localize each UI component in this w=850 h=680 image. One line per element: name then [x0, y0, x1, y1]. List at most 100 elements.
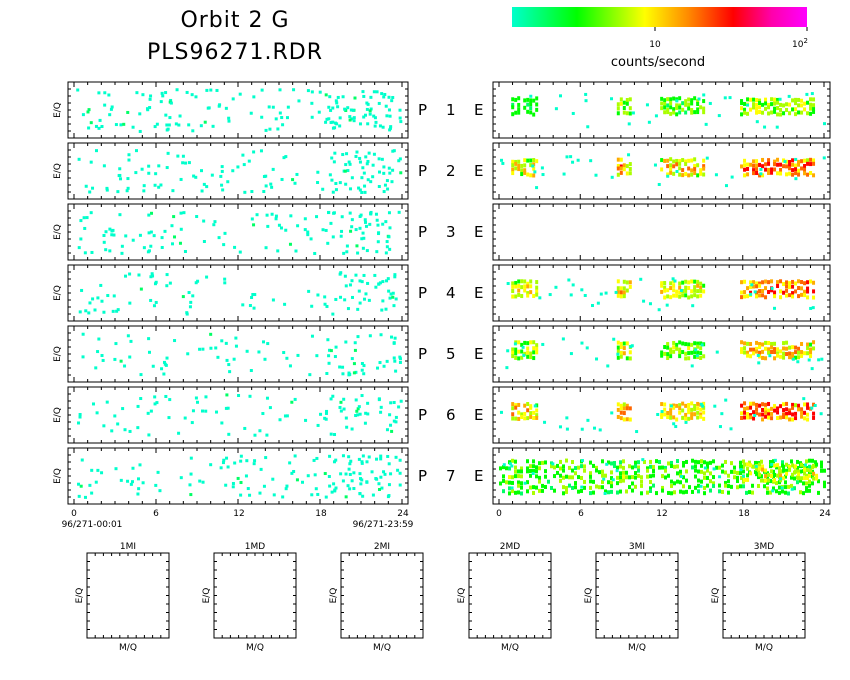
right-count-pixel	[758, 345, 762, 350]
right-count-pixel	[622, 470, 625, 475]
left-count-pixel	[368, 112, 372, 116]
left-count-pixel	[364, 292, 368, 296]
right-count-pixel	[565, 155, 569, 159]
right-count-pixel	[661, 474, 664, 479]
left-count-pixel	[383, 472, 387, 476]
right-count-pixel	[517, 292, 521, 297]
left-count-pixel	[366, 178, 370, 182]
left-count-pixel	[332, 482, 336, 486]
right-count-pixel	[815, 476, 819, 481]
right-count-pixel	[766, 474, 769, 479]
left-count-pixel	[190, 93, 194, 97]
right-count-pixel	[649, 479, 652, 484]
right-count-pixel	[718, 483, 721, 488]
left-count-pixel	[358, 160, 362, 164]
left-count-pixel	[239, 459, 243, 463]
left-count-pixel	[394, 415, 398, 419]
right-count-pixel	[779, 112, 783, 117]
left-count-pixel	[100, 354, 104, 358]
right-count-pixel	[568, 475, 571, 480]
left-count-pixel	[116, 308, 120, 312]
left-count-pixel	[259, 149, 263, 153]
right-count-pixel	[674, 425, 678, 429]
right-count-pixel	[669, 347, 673, 352]
right-count-pixel	[660, 101, 664, 106]
right-count-pixel	[803, 293, 807, 298]
right-count-pixel	[757, 468, 760, 473]
right-count-pixel	[679, 489, 682, 494]
right-count-pixel	[532, 459, 535, 464]
right-count-pixel	[805, 473, 808, 478]
left-count-pixel	[348, 115, 352, 119]
panel-e-label: E	[474, 345, 483, 363]
right-count-pixel	[755, 284, 759, 289]
left-count-pixel	[344, 182, 348, 186]
left-count-pixel	[396, 468, 400, 472]
right-count-pixel	[628, 280, 632, 285]
left-count-pixel	[192, 174, 196, 178]
right-count-pixel	[770, 167, 774, 172]
left-count-pixel	[155, 122, 159, 126]
left-count-pixel	[349, 108, 353, 112]
right-count-pixel	[809, 353, 813, 358]
left-count-pixel	[394, 369, 398, 373]
left-count-pixel	[96, 350, 100, 354]
right-count-pixel	[743, 290, 747, 295]
left-count-pixel	[389, 401, 393, 405]
right-count-pixel	[775, 489, 778, 494]
right-count-pixel	[603, 491, 607, 495]
left-count-pixel	[209, 346, 213, 350]
right-count-pixel	[517, 490, 520, 495]
left-count-pixel	[253, 459, 257, 463]
left-count-pixel	[213, 220, 217, 224]
left-count-pixel	[358, 301, 362, 305]
left-count-pixel	[360, 460, 364, 464]
right-count-pixel	[672, 422, 676, 426]
left-count-pixel	[372, 152, 376, 156]
right-count-pixel	[764, 286, 768, 291]
right-count-pixel	[628, 356, 632, 361]
right-count-pixel	[666, 356, 670, 361]
right-count-pixel	[702, 283, 706, 288]
right-count-pixel	[655, 491, 658, 496]
panel-number-label: 6	[446, 406, 456, 424]
mass-panel-title: 1MD	[245, 542, 265, 552]
left-count-pixel	[350, 279, 354, 283]
left-count-pixel	[243, 190, 247, 194]
right-count-pixel	[565, 489, 568, 494]
left-count-pixel	[350, 117, 354, 121]
ylabel-eq: E/Q	[53, 468, 63, 484]
left-count-pixel	[379, 405, 383, 409]
right-count-pixel	[672, 171, 676, 176]
left-count-pixel	[212, 223, 216, 227]
right-count-pixel	[812, 476, 816, 481]
right-count-pixel	[511, 163, 515, 168]
right-count-pixel	[740, 112, 744, 117]
left-count-pixel	[375, 90, 379, 94]
left-count-pixel	[336, 105, 340, 109]
left-count-pixel	[288, 461, 292, 465]
right-count-pixel	[517, 163, 521, 168]
right-count-pixel	[520, 412, 524, 417]
right-count-pixel	[785, 340, 789, 345]
right-count-pixel	[616, 286, 620, 291]
right-count-pixel	[625, 403, 629, 408]
left-count-pixel	[260, 88, 264, 92]
right-count-pixel	[793, 476, 796, 481]
right-count-pixel	[583, 294, 587, 298]
left-count-pixel	[209, 88, 213, 92]
left-count-pixel	[350, 225, 354, 229]
left-count-pixel	[359, 477, 363, 481]
left-count-pixel	[159, 100, 163, 104]
left-count-pixel	[83, 251, 87, 255]
right-count-pixel	[803, 158, 807, 163]
left-count-pixel	[354, 398, 358, 402]
right-count-pixel	[791, 345, 795, 350]
right-count-pixel	[697, 478, 700, 483]
panel-number-label: 5	[446, 345, 456, 363]
right-count-pixel	[672, 288, 676, 293]
mass-ylabel: E/Q	[457, 588, 467, 604]
left-count-pixel	[313, 473, 317, 477]
left-count-pixel	[282, 156, 286, 160]
left-count-pixel	[265, 433, 269, 437]
